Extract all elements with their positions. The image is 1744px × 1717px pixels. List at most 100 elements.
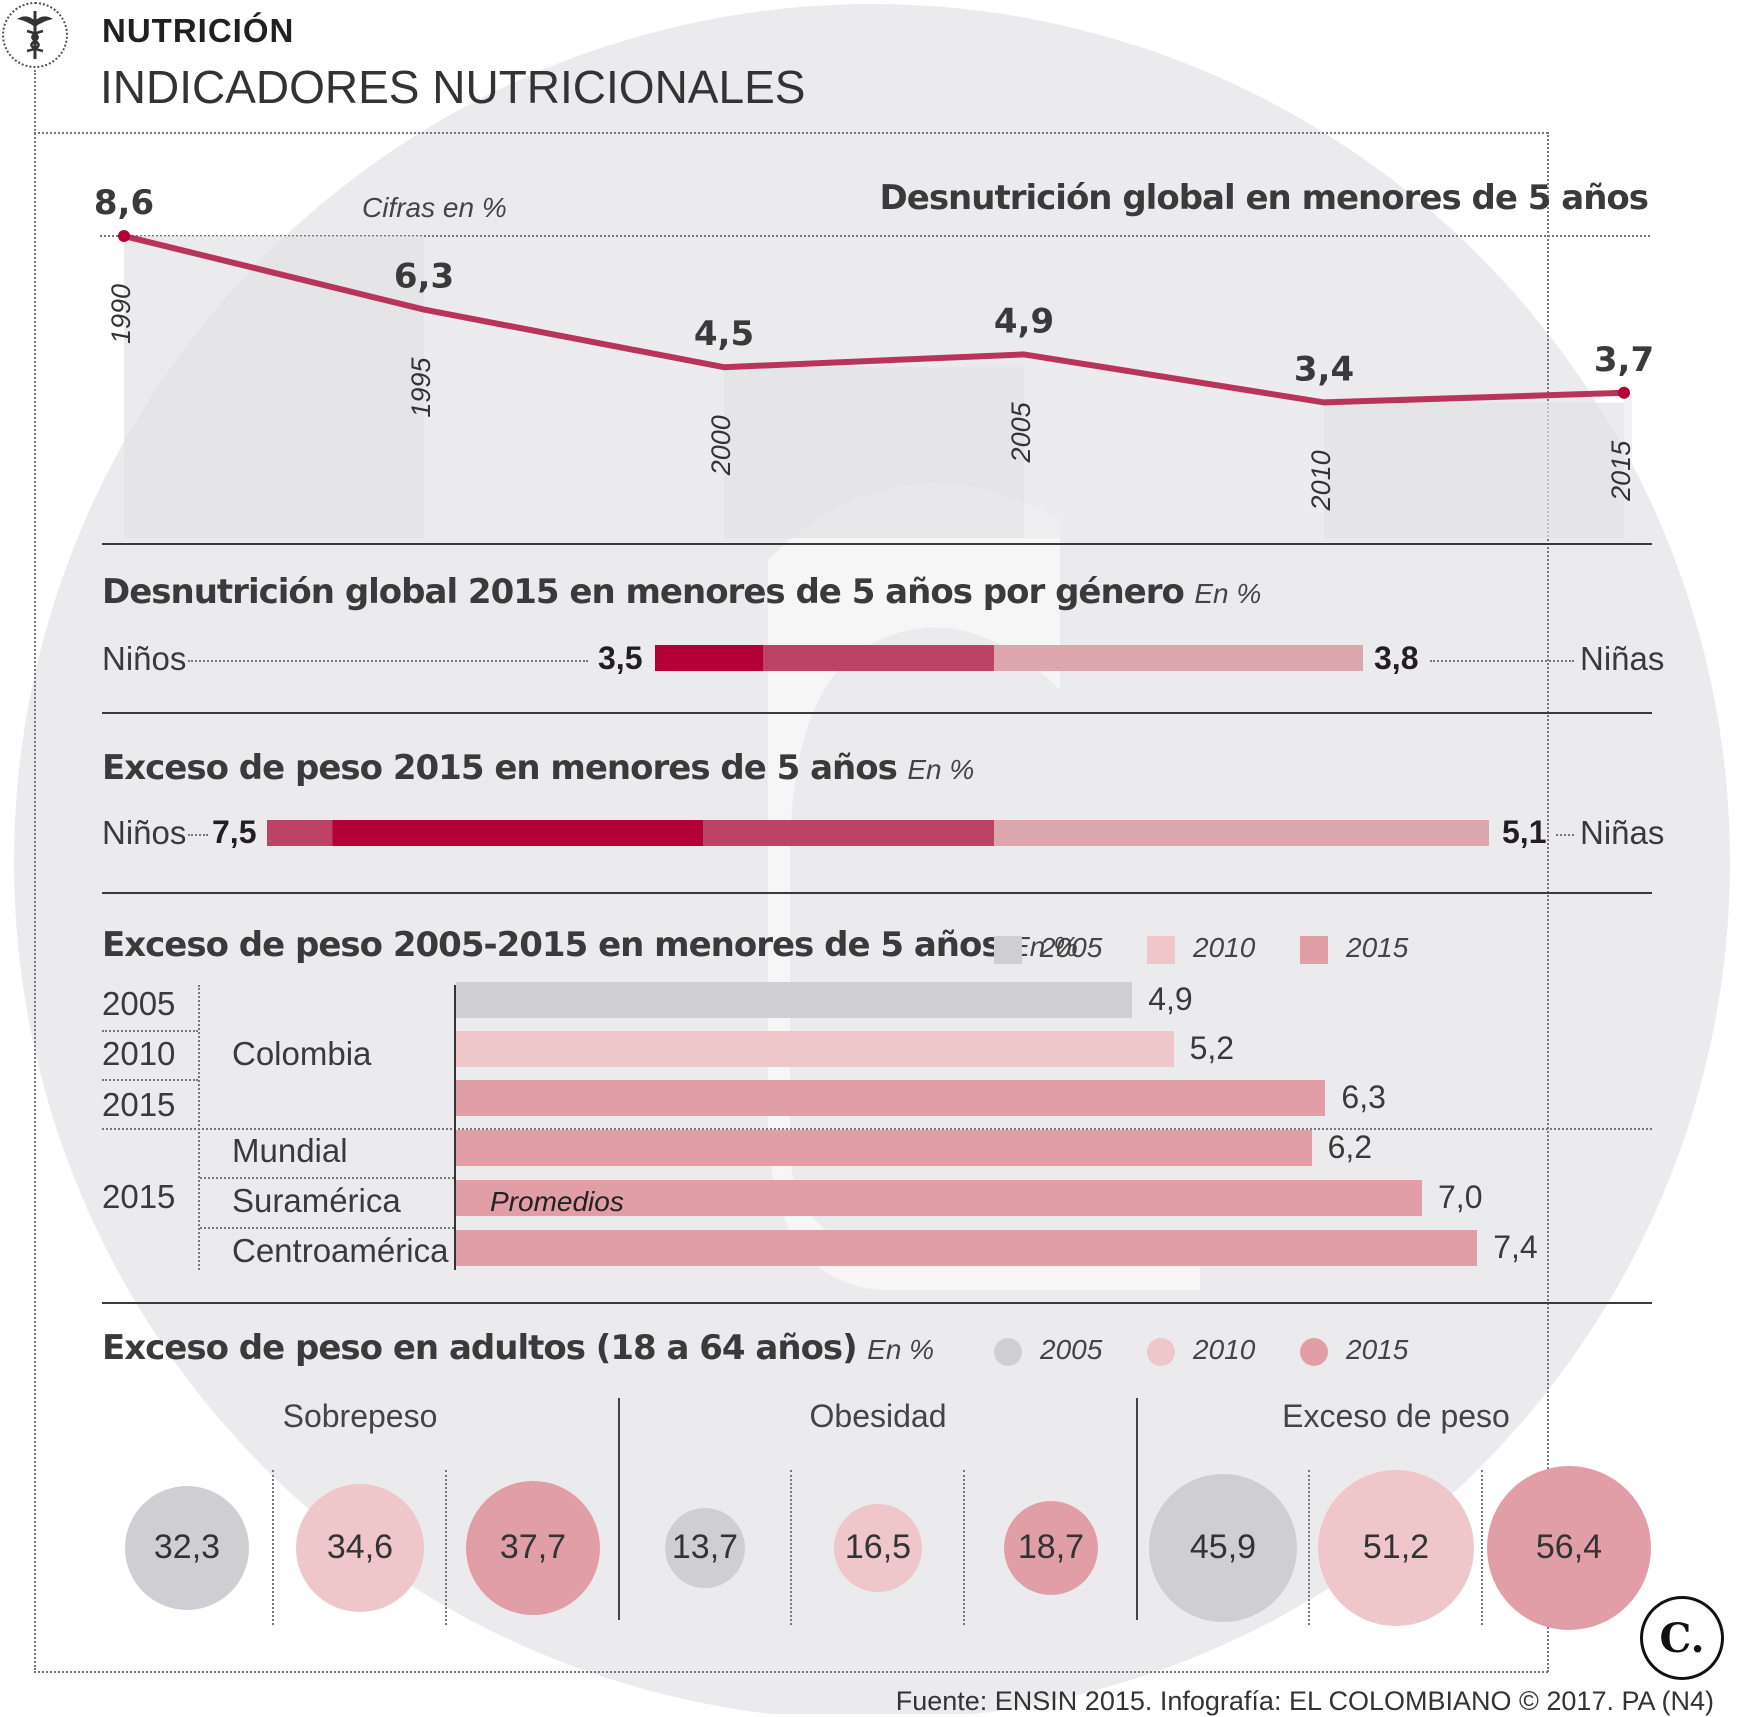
line-chart-subtitle: Cifras en %: [362, 192, 507, 223]
divider-4: [102, 1302, 1652, 1304]
frame-top: [34, 132, 1548, 134]
excess-gender-title: Exceso de peso 2015 en menores de 5 años: [102, 748, 898, 788]
divider-2: [102, 712, 1652, 714]
region-suramerica: Suramérica: [232, 1182, 401, 1219]
line-value-label-2000: 4,5: [694, 314, 754, 354]
bubble-exceso-de-peso-2010: 51,2: [1318, 1470, 1474, 1626]
header-left-rule: [34, 70, 36, 1670]
bubble-rule-5: [1308, 1470, 1310, 1625]
line-value-label-2010: 3,4: [1294, 349, 1354, 389]
gender-boys-label: Niños: [102, 640, 187, 677]
bubble-value-label: 34,6: [326, 1528, 394, 1567]
excess-girls-bar: [994, 820, 1489, 846]
gender-girls-bar: [994, 645, 1363, 671]
trend-bar-suramérica-2015: [456, 1180, 1422, 1216]
trend-region-rule-1: [200, 1177, 454, 1179]
legend-swatch-2015: [1300, 936, 1328, 964]
frame-right: [1547, 132, 1549, 1672]
group-divider-1: [618, 1398, 620, 1620]
trend-bar-colombia-2010: [456, 1031, 1174, 1067]
gender-boys-bar: [654, 645, 764, 671]
bubble-rule-2: [445, 1470, 447, 1625]
trend-region-rule-2: [200, 1227, 454, 1229]
line-x-label-2015: 2015: [1606, 440, 1636, 502]
legend-dot-label-2015: 2015: [1346, 1334, 1409, 1365]
trend-title: Exceso de peso 2005-2015 en menores de 5…: [102, 925, 1002, 965]
year-column-2000: [724, 367, 1024, 538]
line-x-label-1990: 1990: [106, 284, 136, 344]
trend-year-2010: 2010: [102, 1035, 176, 1072]
line-x-label-2010: 2010: [1306, 450, 1336, 511]
legend-label-2015: 2015: [1346, 932, 1409, 963]
bubble-rule-3: [790, 1470, 792, 1625]
trend-axis: [454, 985, 456, 1270]
caduceus-icon: [17, 11, 53, 59]
legend-swatch-2005: [994, 936, 1022, 964]
year-column-2010: [1324, 402, 1624, 538]
year-column-2015: [1624, 392, 1632, 538]
trend-unit: En %: [1011, 931, 1078, 962]
trend-value-label: 5,2: [1189, 1030, 1235, 1066]
bubble-value-label: 56,4: [1535, 1528, 1603, 1567]
bubble-sobrepeso-2010: 34,6: [295, 1483, 425, 1613]
trend-row-rule-2: [102, 1079, 198, 1081]
trend-heading: Exceso de peso 2005-2015 en menores de 5…: [102, 925, 1078, 965]
line-chart-baseline: [100, 235, 1650, 237]
excess-gender-heading: Exceso de peso 2015 en menores de 5 años…: [102, 748, 974, 788]
excess-girls-leader: [1556, 834, 1574, 836]
bubble-exceso-de-peso-2015: 56,4: [1487, 1466, 1651, 1630]
trend-value-label: 6,3: [1341, 1079, 1386, 1115]
trend-bar-colombia-2015: [456, 1080, 1326, 1116]
trend-value-label: 7,0: [1438, 1179, 1483, 1215]
adults-title: Exceso de peso en adultos (18 a 64 años): [102, 1328, 858, 1368]
bubble-value-label: 51,2: [1362, 1528, 1430, 1567]
region-colombia: Colombia: [232, 1035, 372, 1072]
legend-dot-2010: [1147, 1338, 1175, 1366]
publisher-logo-text: C.: [1659, 1614, 1705, 1662]
bubble-value-label: 37,7: [499, 1528, 567, 1567]
gender-boys-leader: [188, 660, 588, 662]
gender-chart-title: Desnutrición global 2015 en menores de 5…: [102, 572, 1185, 612]
bubble-sobrepeso-2015: 37,7: [466, 1481, 600, 1615]
line-point-2015: [1618, 386, 1630, 399]
trend-value-label: 7,4: [1493, 1229, 1538, 1265]
bubble-value-label: 13,7: [671, 1528, 739, 1567]
gender-boys-value: 3,5: [598, 640, 643, 676]
bubble-exceso-de-peso-2005: 45,9: [1149, 1474, 1297, 1622]
excess-boys-label: Niños: [102, 814, 187, 851]
bubble-value-label: 32,3: [153, 1528, 221, 1567]
region-mundial: Mundial: [232, 1132, 348, 1169]
gender-boys-bar-overlay: [763, 645, 994, 671]
line-x-label-2000: 2000: [706, 415, 736, 476]
trend-value-label: 4,9: [1148, 981, 1193, 1017]
line-value-label-1990: 8,6: [94, 183, 154, 223]
excess-girls-value: 5,1: [1502, 814, 1547, 850]
line-chart-title: Desnutrición global en menores de 5 años: [879, 178, 1649, 218]
trend-value-label: 6,2: [1327, 1129, 1373, 1165]
adults-heading: Exceso de peso en adultos (18 a 64 años)…: [102, 1328, 934, 1368]
excess-gender-unit: En %: [907, 754, 975, 785]
year-column-2005: [1024, 354, 1324, 538]
excess-girls-label: Niñas: [1580, 814, 1665, 851]
legend-dot-2005: [994, 1338, 1022, 1366]
page-title: INDICADORES NUTRICIONALES: [100, 61, 806, 113]
line-x-label-2005: 2005: [1006, 401, 1036, 463]
line-value-label-2015: 3,7: [1594, 340, 1654, 380]
bubble-rule-6: [1481, 1470, 1483, 1625]
bubble-value-label: 45,9: [1189, 1528, 1257, 1567]
legend-dot-label-2010: 2010: [1193, 1334, 1256, 1365]
group-divider-2: [1136, 1398, 1138, 1620]
trend-bar-centroamérica-2015: [456, 1230, 1478, 1266]
line-series: [123, 233, 1625, 406]
trend-row-rule-1: [102, 1030, 198, 1032]
bubble-rule-1: [272, 1470, 274, 1625]
legend-label-2005: 2005: [1040, 932, 1103, 963]
bubble-value-label: 16,5: [844, 1528, 912, 1567]
region-centroamerica: Centroamérica: [232, 1232, 449, 1269]
bubble-rule-4: [963, 1470, 965, 1625]
source-credit: Fuente: ENSIN 2015. Infografía: EL COLOM…: [895, 1686, 1714, 1716]
divider-3: [102, 892, 1652, 894]
legend-swatch-2010: [1147, 936, 1175, 964]
trend-year-divider: [198, 985, 200, 1270]
trend-year-2015-regions: 2015: [102, 1178, 176, 1215]
